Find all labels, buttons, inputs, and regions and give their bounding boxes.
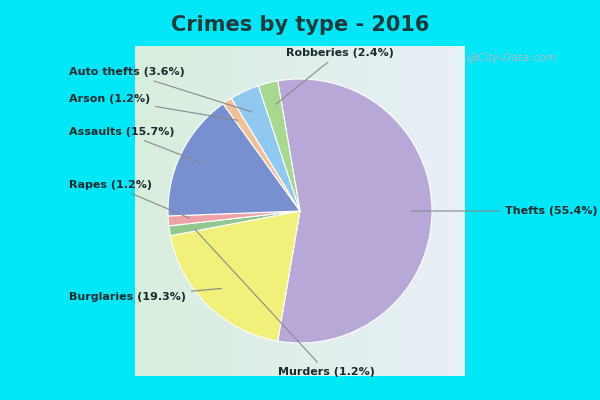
Wedge shape <box>170 211 300 341</box>
Text: Arson (1.2%): Arson (1.2%) <box>69 94 238 120</box>
Text: Robberies (2.4%): Robberies (2.4%) <box>276 48 394 104</box>
Text: Rapes (1.2%): Rapes (1.2%) <box>69 180 190 218</box>
Wedge shape <box>232 86 300 211</box>
Text: @City-Data.com: @City-Data.com <box>467 53 557 63</box>
Text: Burglaries (19.3%): Burglaries (19.3%) <box>69 288 221 302</box>
Text: Auto thefts (3.6%): Auto thefts (3.6%) <box>69 67 252 112</box>
Text: Crimes by type - 2016: Crimes by type - 2016 <box>171 15 429 35</box>
Text: Murders (1.2%): Murders (1.2%) <box>195 229 375 377</box>
Wedge shape <box>259 81 300 211</box>
Wedge shape <box>223 98 300 211</box>
Text: Assaults (15.7%): Assaults (15.7%) <box>69 127 200 162</box>
Wedge shape <box>168 104 300 216</box>
Wedge shape <box>168 211 300 226</box>
Text: Thefts (55.4%): Thefts (55.4%) <box>411 206 597 216</box>
Wedge shape <box>278 79 432 343</box>
Wedge shape <box>169 211 300 236</box>
